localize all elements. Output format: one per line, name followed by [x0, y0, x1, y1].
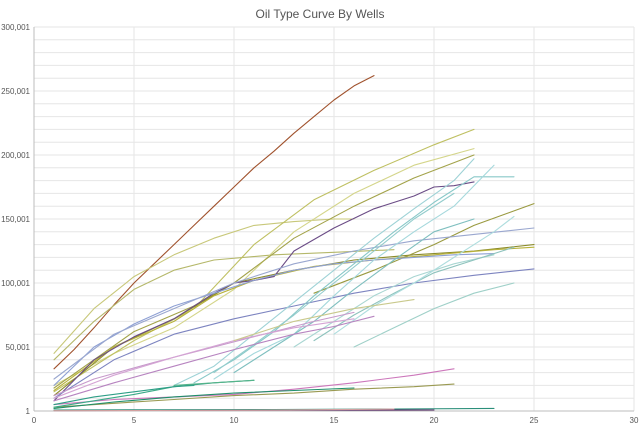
series-line-1 — [53, 75, 375, 370]
series-line-29 — [53, 384, 195, 408]
series-line-3 — [53, 249, 395, 361]
x-tick-label: 25 — [530, 416, 539, 425]
series-line-25 — [53, 318, 355, 399]
series-line-27 — [53, 383, 455, 408]
series-line-14 — [173, 158, 475, 386]
series-line-4 — [53, 148, 475, 386]
series-line-13 — [53, 268, 535, 399]
series-line-8 — [53, 246, 535, 392]
series-line-28 — [233, 299, 415, 342]
series-line-2 — [53, 218, 355, 354]
series-line-31 — [53, 387, 355, 409]
series-line-6 — [53, 154, 475, 389]
y-tick-label: 1 — [26, 407, 31, 416]
series-line-26 — [53, 368, 455, 406]
series-line-22 — [353, 282, 515, 348]
chart-title: Oil Type Curve By Wells — [255, 7, 385, 21]
series-line-19 — [293, 254, 495, 348]
series-line-35 — [53, 407, 495, 411]
y-tick-label: 300,001 — [1, 23, 30, 32]
y-tick-label: 250,001 — [1, 87, 30, 96]
y-tick-label: 150,001 — [1, 215, 30, 224]
series-line-5 — [53, 128, 475, 393]
y-tick-label: 50,001 — [6, 343, 31, 352]
y-tick-label: 200,001 — [1, 151, 30, 160]
x-tick-label: 20 — [430, 416, 439, 425]
series-lines — [53, 75, 535, 412]
series-line-21 — [333, 215, 515, 335]
series-line-12 — [53, 227, 535, 380]
series-line-11 — [53, 253, 495, 386]
y-tick-label: 100,001 — [1, 279, 30, 288]
series-line-32 — [173, 379, 255, 386]
series-line-10 — [53, 181, 475, 402]
tick-labels: 150,001100,001150,001200,001250,001300,0… — [1, 23, 639, 425]
x-tick-label: 30 — [630, 416, 639, 425]
series-line-23 — [53, 311, 355, 397]
series-line-17 — [233, 218, 475, 374]
x-tick-label: 10 — [230, 416, 239, 425]
x-tick-label: 15 — [330, 416, 339, 425]
series-line-36 — [53, 408, 395, 412]
series-line-15 — [193, 176, 515, 384]
series-line-16 — [213, 164, 495, 380]
x-tick-label: 0 — [32, 416, 37, 425]
x-tick-label: 5 — [132, 416, 137, 425]
series-line-24 — [53, 315, 375, 402]
